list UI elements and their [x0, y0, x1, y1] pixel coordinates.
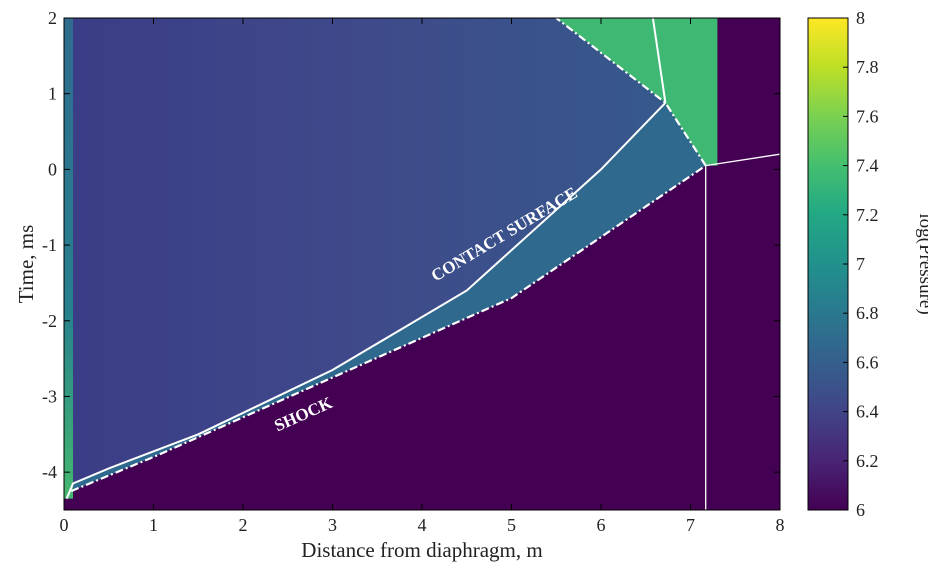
colorbar-tick-label: 6.6	[856, 352, 879, 372]
y-tick-label: 2	[48, 8, 57, 28]
colorbar-tick-label: 7.6	[856, 106, 879, 126]
colorbar-tick-label: 6	[856, 500, 865, 520]
colorbar: 6 6.2 6.4 6.6 6.8 7 7.2 7.4 7.6 7.8 8 log(Pressure…	[807, 8, 928, 520]
plot-area	[64, 18, 780, 510]
colorbar-tick-label: 7	[856, 254, 865, 274]
reflected-contact-line	[651, 18, 667, 103]
colorbar-label: log(Pressure)	[915, 213, 928, 314]
x-tick-label: 2	[239, 515, 248, 535]
left-wall-band	[64, 18, 73, 499]
x-axis: 0 1 2 3 4 5 6 7 8	[60, 18, 785, 535]
y-tick-label: -4	[42, 462, 57, 482]
x-tick-label: 8	[776, 515, 785, 535]
colorbar-tick-label: 7.2	[856, 205, 879, 225]
y-tick-label: 0	[48, 159, 57, 179]
colorbar-tick-label: 6.8	[856, 303, 879, 323]
y-tick-label: -2	[42, 311, 57, 331]
colorbar-tick-label: 6.4	[856, 402, 879, 422]
x-tick-label: 0	[60, 515, 69, 535]
colorbar-tick-label: 8	[856, 8, 865, 28]
y-tick-label: -1	[42, 235, 57, 255]
colorbar-ticks: 6 6.2 6.4 6.6 6.8 7 7.2 7.4 7.6 7.8 8	[843, 8, 879, 520]
x-tick-label: 1	[149, 515, 158, 535]
reflected-shock-line	[555, 18, 707, 167]
shocked-gas-region	[66, 102, 706, 499]
colorbar-tick-label: 7.8	[856, 57, 879, 77]
y-axis: -4 -3 -2 -1 0 1 2	[42, 8, 780, 482]
contact-surface-line	[65, 102, 667, 499]
y-axis-label: Time, ms	[14, 225, 38, 304]
x-tick-label: 5	[507, 515, 516, 535]
colorbar-tick-label: 6.2	[856, 451, 879, 471]
transmitted-line-line	[705, 153, 780, 167]
x-tick-label: 3	[328, 515, 337, 535]
lines-layer	[65, 18, 780, 510]
x-tick-label: 4	[418, 515, 427, 535]
x-tick-label: 7	[686, 515, 695, 535]
colorbar-tick-label: 7.4	[856, 156, 879, 176]
y-tick-label: 1	[48, 84, 57, 104]
y-tick-label: -3	[42, 386, 57, 406]
reflected-shock-region	[556, 18, 718, 166]
x-tick-label: 6	[597, 515, 606, 535]
shock-line	[70, 164, 707, 493]
colorbar-gradient	[807, 17, 849, 511]
driver-expansion-region	[66, 18, 666, 499]
x-axis-label: Distance from diaphragm, m	[301, 538, 542, 562]
